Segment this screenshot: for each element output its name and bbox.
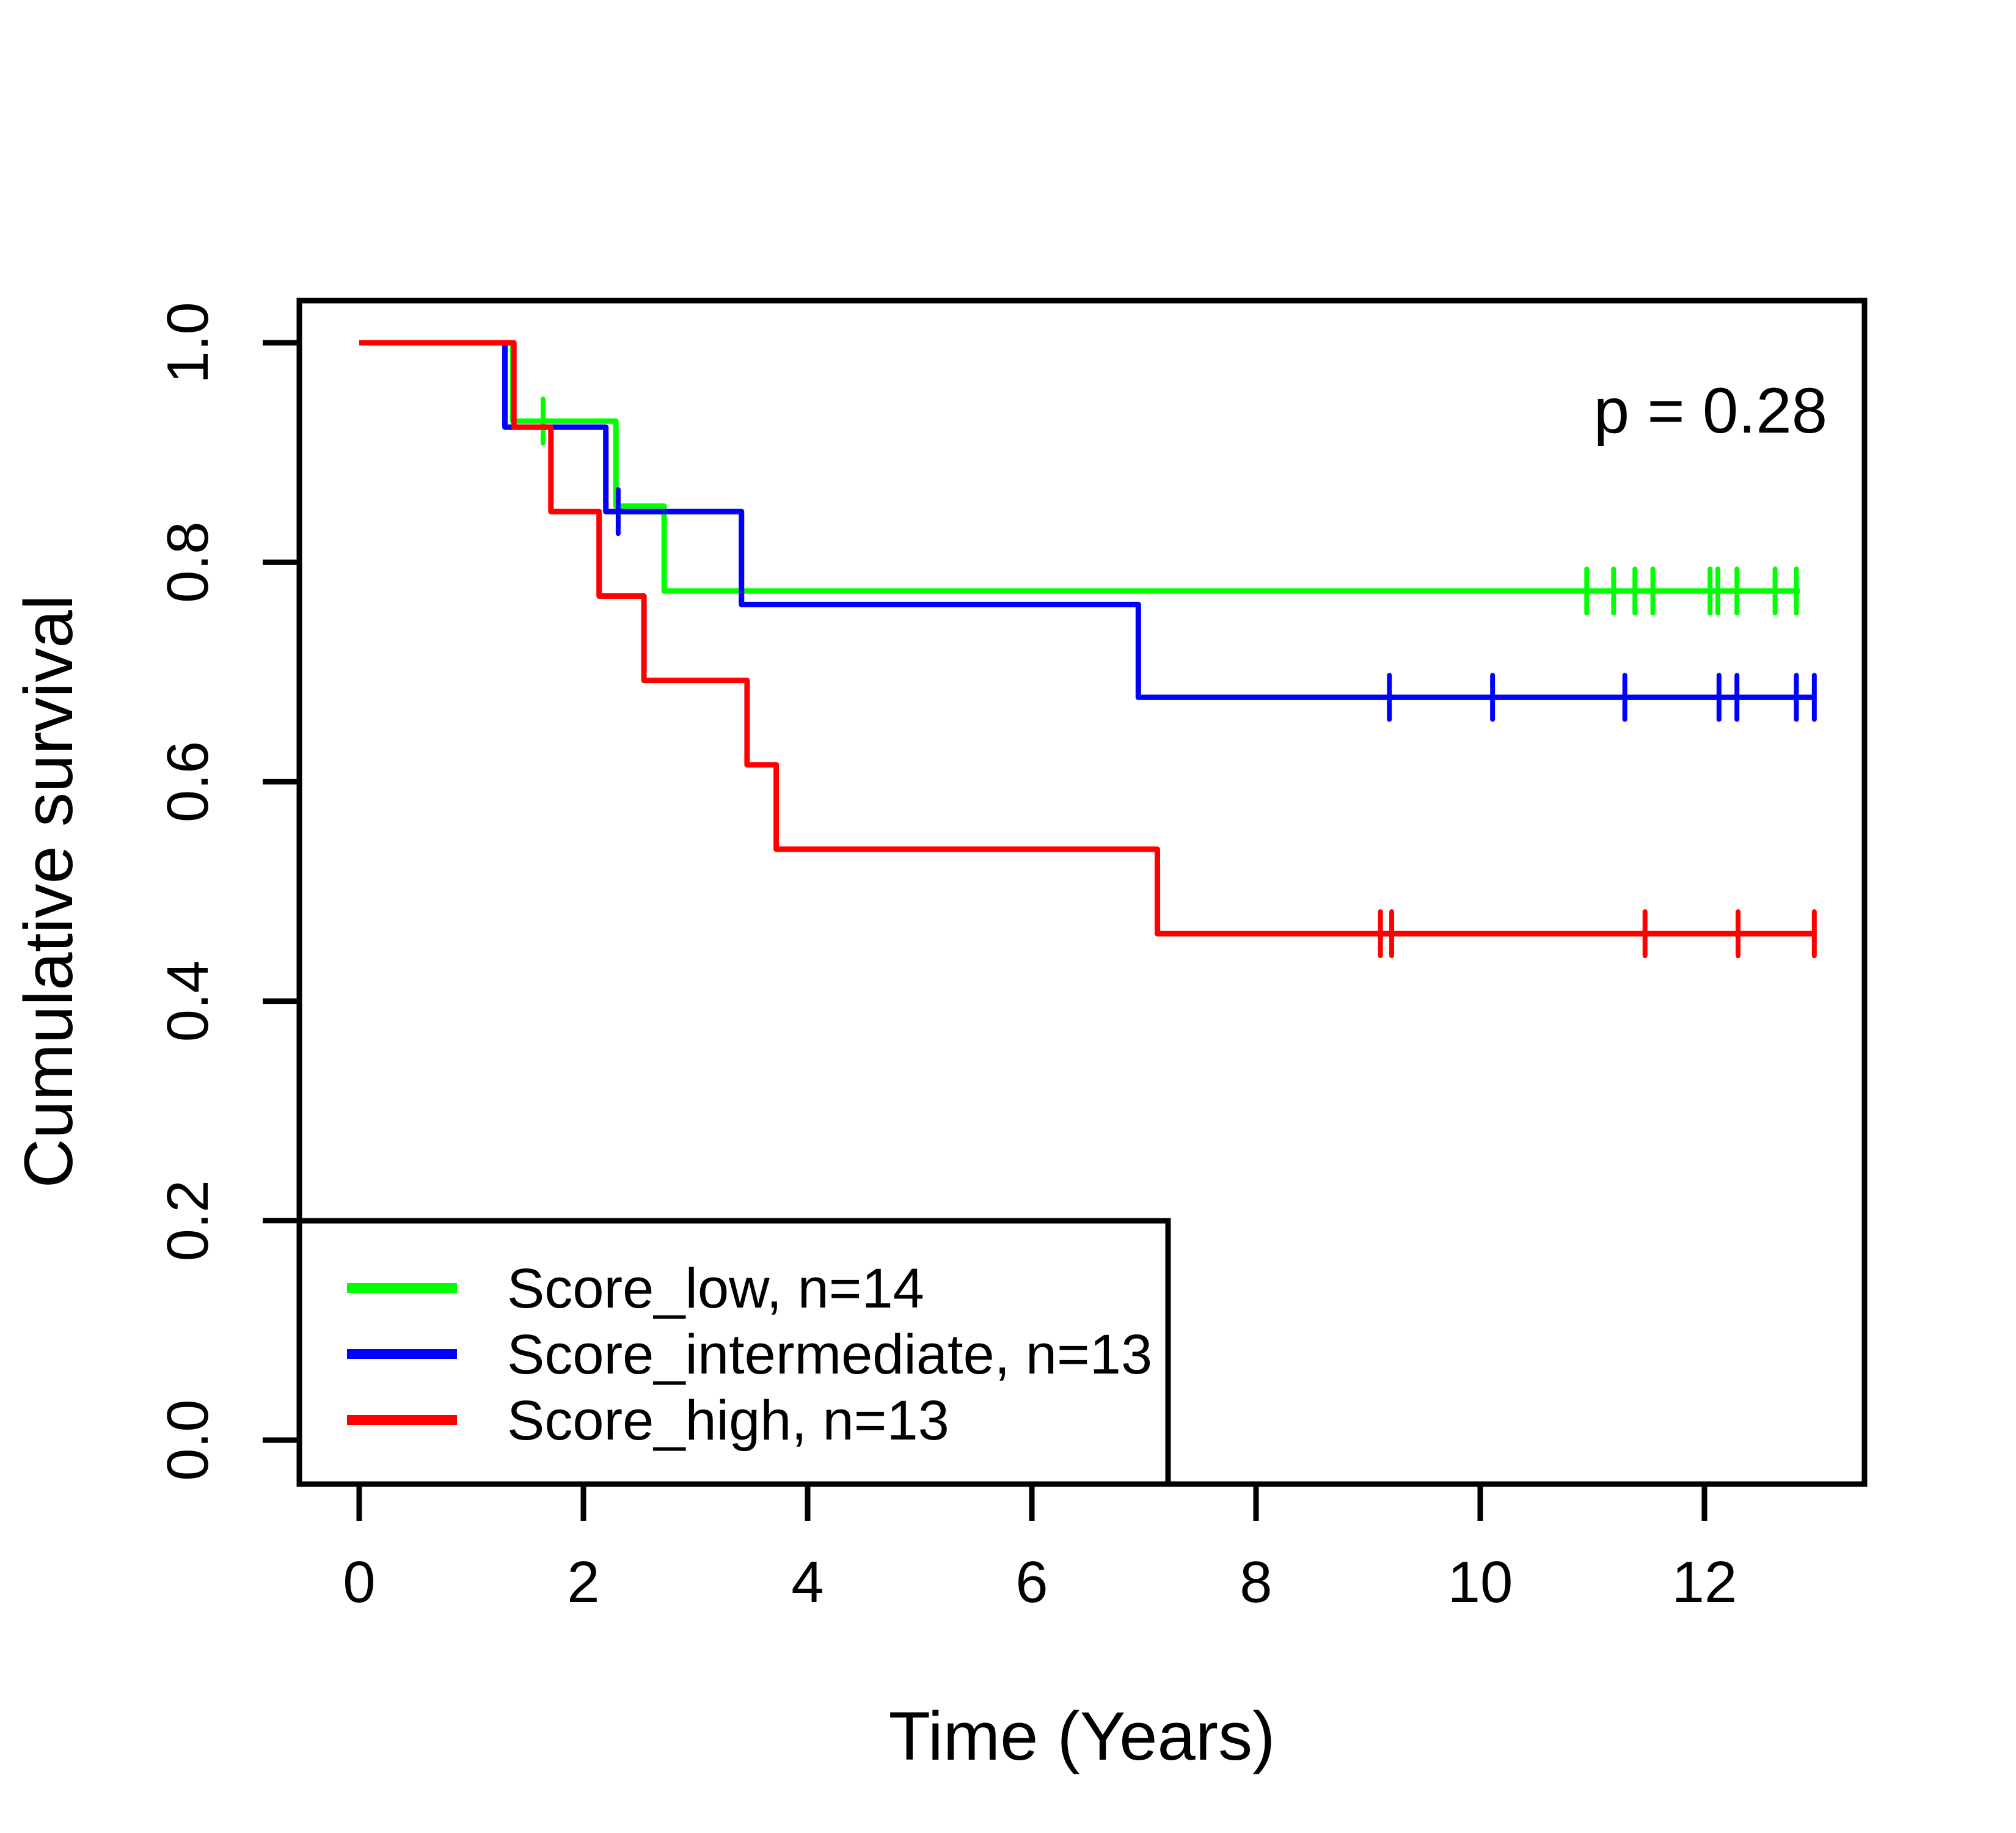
- y-tick-label-0.6: 0.6: [155, 741, 221, 822]
- y-tick-label-0.8: 0.8: [155, 521, 221, 602]
- x-tick-label-12: 12: [1672, 1549, 1737, 1615]
- legend-item-score-low: Score_low, n=14: [347, 1257, 924, 1320]
- legend-label-score-high: Score_high, n=13: [507, 1389, 949, 1452]
- x-axis-title: Time (Years): [889, 1698, 1276, 1774]
- legend-item-score-high: Score_high, n=13: [347, 1389, 949, 1452]
- y-tick-label-0.2: 0.2: [155, 1180, 221, 1261]
- legend-item-score-intermediate: Score_intermediate, n=13: [347, 1323, 1152, 1386]
- legend-label-score-intermediate: Score_intermediate, n=13: [507, 1323, 1152, 1386]
- y-tick-label-1.0: 1.0: [155, 302, 221, 383]
- survival-curves: [359, 340, 1817, 959]
- y-axis-title: Cumulative survival: [10, 595, 87, 1188]
- x-axis: 0 2 4 6 8 10 12: [343, 1484, 1737, 1615]
- survival-curve-Score_low: [359, 340, 1800, 594]
- x-tick-label-0: 0: [343, 1549, 375, 1615]
- x-tick-label-2: 2: [567, 1549, 599, 1615]
- x-tick-label-4: 4: [791, 1549, 824, 1615]
- x-tick-label-8: 8: [1240, 1549, 1272, 1615]
- survival-curve-Score_high: [359, 340, 1817, 937]
- survival-curve-Score_intermediate: [359, 340, 1817, 700]
- y-tick-label-0.0: 0.0: [155, 1399, 221, 1480]
- y-tick-label-0.4: 0.4: [155, 960, 221, 1042]
- x-tick-label-10: 10: [1448, 1549, 1513, 1615]
- y-axis: 1.0 0.8 0.6 0.4 0.2 0.0: [155, 302, 299, 1481]
- legend: Score_low, n=14 Score_intermediate, n=13…: [296, 1218, 1171, 1487]
- legend-label-score-low: Score_low, n=14: [507, 1257, 924, 1320]
- x-tick-label-6: 6: [1015, 1549, 1048, 1615]
- p-value-annotation: p = 0.28: [1594, 375, 1827, 447]
